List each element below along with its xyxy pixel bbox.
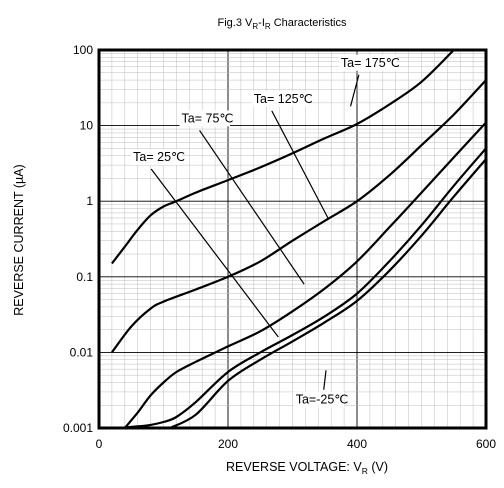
chart-title: Fig.3 VR-IR Characteristics — [218, 17, 347, 31]
annotation-label-3: Ta= 25℃ — [133, 150, 185, 164]
annotation-label-1: Ta= 125℃ — [254, 92, 313, 106]
y-tick-label: 0.01 — [70, 345, 94, 359]
y-tick-label: 0.001 — [63, 421, 93, 435]
series-line-1 — [111, 79, 487, 354]
y-tick-label: 10 — [80, 119, 94, 133]
y-tick-label: 100 — [73, 43, 93, 57]
annotation-bg-1 — [251, 90, 310, 107]
annotation-bg-4 — [293, 391, 345, 408]
x-tick-label: 0 — [96, 437, 103, 451]
y-axis-title: REVERSE CURRENT (µA) — [12, 164, 26, 315]
annotation-bg-2 — [179, 110, 230, 127]
annotation-label-2: Ta= 75℃ — [182, 111, 234, 125]
annotation-leader-4 — [323, 370, 327, 390]
series-line-4 — [169, 158, 487, 429]
annotation-bg-0 — [338, 54, 397, 71]
series-line-2 — [123, 121, 487, 429]
annotation-bg-3 — [131, 149, 182, 166]
x-axis-title: REVERSE VOLTAGE: VR (V) — [226, 460, 388, 476]
annotation-leader-3 — [150, 168, 279, 338]
plot-frame — [97, 48, 488, 430]
annotation-leader-0 — [349, 74, 360, 107]
annotation-leader-2 — [199, 130, 305, 285]
tick-labels: 0 200 400 600 100 10 1 0.1 0.01 0.001 — [63, 43, 496, 451]
grid — [99, 50, 486, 428]
x-tick-label: 400 — [347, 437, 367, 451]
series-line-0 — [111, 49, 455, 265]
annotation-layer: Ta= 175℃ Ta= 125℃ Ta= 75℃ Ta= 25℃ Ta=-25℃ — [131, 54, 400, 408]
y-tick-label: 0.1 — [76, 270, 93, 284]
annotation-label-4: Ta=-25℃ — [296, 393, 349, 407]
annotation-label-0: Ta= 175℃ — [341, 56, 400, 70]
y-tick-label: 1 — [86, 194, 93, 208]
x-tick-label: 200 — [218, 437, 238, 451]
series-line-3 — [118, 147, 487, 430]
annotation-leader-1 — [271, 110, 329, 219]
series-layer — [111, 49, 487, 430]
x-tick-label: 600 — [476, 437, 496, 451]
